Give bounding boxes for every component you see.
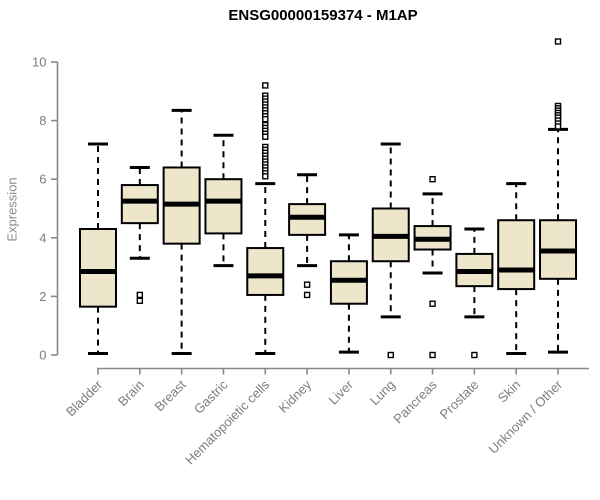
outlier-point <box>387 351 394 359</box>
x-tick-label: Pancreas <box>390 377 440 427</box>
box-prostate <box>455 227 494 359</box>
iqr-box <box>79 228 117 308</box>
outlier-point <box>429 300 436 307</box>
x-tick-label: Bladder <box>63 377 106 420</box>
x-tick-label: Unknown / Other <box>486 377 566 457</box>
box-gastric <box>204 133 243 268</box>
outlier-point <box>471 351 478 359</box>
box-brain <box>120 165 159 304</box>
x-tick-label: Brain <box>115 377 147 409</box>
outlier-point <box>554 38 562 45</box>
chart-title: ENSG00000159374 - M1AP <box>228 7 418 24</box>
iqr-box <box>204 178 243 235</box>
box-breast <box>162 108 201 356</box>
outlier-point <box>262 115 269 123</box>
box-skin <box>497 182 536 356</box>
y-tick-label: 2 <box>39 289 46 304</box>
x-tick-label: Lung <box>367 377 398 408</box>
outlier-point <box>303 281 311 288</box>
y-tick-label: 10 <box>32 55 46 70</box>
outlier-point <box>262 82 269 89</box>
y-tick-label: 4 <box>39 230 46 245</box>
outlier-point <box>262 133 269 140</box>
box-unknown-other <box>539 38 578 354</box>
y-tick-label: 6 <box>39 172 46 187</box>
iqr-box <box>120 184 159 225</box>
y-tick-label: 0 <box>39 348 46 363</box>
outlier-point <box>136 297 144 304</box>
x-tick-label: Skin <box>495 377 523 405</box>
box-kidney <box>288 173 327 299</box>
outlier-point <box>429 175 436 183</box>
box-bladder <box>79 142 117 356</box>
x-tick-label: Gastric <box>191 377 231 417</box>
iqr-box <box>246 247 285 296</box>
x-tick-label: Kidney <box>276 377 315 416</box>
box-hematopoietic-cells <box>246 82 285 356</box>
x-tick-label: Breast <box>152 377 189 414</box>
outlier-point <box>429 351 436 359</box>
outlier-point <box>262 173 269 180</box>
box-liver <box>329 233 368 354</box>
x-tick-label: Prostate <box>437 377 482 422</box>
outlier-point <box>303 291 311 299</box>
iqr-box <box>497 219 536 291</box>
box-pancreas <box>413 175 452 359</box>
box-lung <box>371 142 410 359</box>
y-tick-label: 8 <box>39 113 46 128</box>
outlier-point <box>136 291 144 299</box>
x-tick-label: Liver <box>326 377 357 408</box>
outlier-point <box>554 123 562 130</box>
